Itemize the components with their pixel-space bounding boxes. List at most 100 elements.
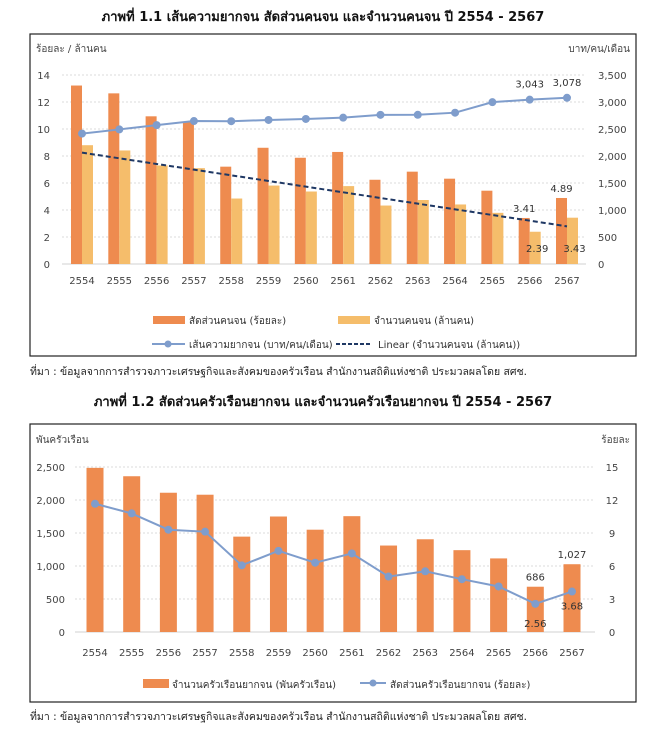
bar-primary	[257, 147, 269, 264]
x-tick-label: 2554	[82, 648, 107, 659]
series-line	[81, 96, 568, 135]
bar-secondary	[343, 186, 355, 264]
chart2-left-axis-label: พันครัวเรือน	[36, 434, 89, 446]
line-point	[91, 499, 99, 508]
bar-primary	[526, 586, 544, 632]
bar-primary	[453, 550, 471, 632]
data-label: 3.41	[513, 204, 535, 215]
legend1-label-poverty: เส้นความยากจน (บาท/คน/เดือน)	[189, 339, 333, 351]
left-tick-label: 6	[44, 179, 50, 190]
x-tick-label: 2560	[293, 276, 318, 287]
bar-primary	[196, 494, 214, 632]
right-tick-label: 15	[606, 463, 619, 474]
left-tick-label: 14	[37, 71, 50, 82]
line-point	[531, 599, 540, 608]
bar-primary	[294, 157, 306, 264]
x-tick-label: 2561	[330, 276, 355, 287]
right-tick-label: 1,500	[598, 179, 627, 190]
bar-primary	[269, 516, 287, 632]
right-tick-label: 2,500	[598, 125, 627, 136]
series-line	[94, 502, 573, 605]
legend1-label-count: จำนวนคนจน (ล้านคน)	[374, 315, 474, 327]
x-tick-label: 2563	[405, 276, 430, 287]
right-tick-label: 6	[609, 562, 615, 573]
line-point	[264, 115, 273, 124]
bar-primary	[108, 93, 120, 264]
bar-primary	[416, 539, 434, 632]
x-tick-label: 2567	[554, 276, 579, 287]
x-tick-label: 2561	[339, 648, 364, 659]
line-point	[457, 575, 466, 584]
chart1-frame	[29, 33, 637, 357]
data-label: 3,043	[515, 80, 544, 91]
left-tick-label: 12	[37, 98, 50, 109]
bar-primary	[380, 545, 398, 632]
right-tick-label: 0	[598, 260, 604, 271]
data-label: 2.39	[526, 244, 548, 255]
data-label: 3.68	[561, 602, 583, 613]
left-tick-label: 8	[44, 152, 50, 163]
line-point	[525, 95, 534, 104]
legend1-marker-poverty	[164, 340, 172, 348]
line-point	[568, 587, 576, 596]
bar-primary	[563, 564, 581, 632]
line-point	[115, 125, 124, 134]
left-tick-label: 4	[44, 206, 50, 217]
chart1-left-axis-label: ร้อยละ / ล้านคน	[36, 43, 107, 55]
line-point	[311, 558, 320, 567]
bar-secondary	[305, 191, 317, 264]
chart1-source: ที่มา : ข้อมูลจากการสำรวจภาวะเศรษฐกิจและ…	[30, 364, 527, 378]
bar-secondary	[231, 198, 243, 264]
bar-primary	[86, 467, 104, 632]
legend1-swatch-ratio	[153, 316, 185, 324]
bar-secondary	[380, 205, 392, 264]
chart1-title: ภาพที่ 1.1 เส้นความยากจน สัดส่วนคนจน และ…	[102, 7, 545, 25]
bar-secondary	[268, 185, 280, 264]
bar-primary	[406, 171, 418, 264]
line-point	[78, 129, 86, 138]
bar-secondary	[492, 212, 504, 264]
x-tick-label: 2566	[517, 276, 542, 287]
right-tick-label: 2,000	[598, 152, 627, 163]
x-tick-label: 2558	[219, 276, 244, 287]
line-point	[488, 98, 497, 107]
line-point	[413, 110, 422, 119]
data-label: 686	[526, 573, 545, 584]
x-tick-label: 2565	[486, 648, 511, 659]
right-tick-label: 500	[598, 233, 617, 244]
trend-line	[81, 151, 568, 228]
line-point	[274, 546, 283, 555]
bar-primary	[233, 536, 251, 632]
data-label: 4.89	[550, 184, 572, 195]
x-tick-label: 2556	[156, 648, 181, 659]
x-tick-label: 2557	[192, 648, 217, 659]
left-tick-label: 0	[59, 628, 65, 639]
data-label: 3.43	[563, 244, 585, 255]
data-label: 2.56	[524, 619, 546, 630]
bar-secondary	[529, 231, 541, 264]
bar-primary	[481, 190, 493, 264]
bar-primary	[332, 151, 344, 264]
legend2-swatch-count	[143, 679, 169, 688]
bar-primary	[182, 121, 194, 264]
x-tick-label: 2558	[229, 648, 254, 659]
bar-primary	[369, 179, 381, 264]
bar-primary	[444, 178, 456, 264]
right-tick-label: 9	[609, 529, 615, 540]
bar-primary	[159, 492, 177, 632]
right-tick-label: 3,000	[598, 98, 627, 109]
line-point	[164, 525, 173, 534]
bar-primary	[518, 217, 530, 264]
legend2-label-ratio: สัดส่วนครัวเรือนยากจน (ร้อยละ)	[390, 679, 530, 691]
left-tick-label: 1,000	[36, 562, 65, 573]
line-point	[384, 572, 393, 581]
x-tick-label: 2562	[368, 276, 393, 287]
data-label: 1,027	[558, 550, 587, 561]
line-point	[421, 567, 430, 576]
x-tick-label: 2566	[523, 648, 548, 659]
x-tick-label: 2565	[480, 276, 505, 287]
bar-secondary	[193, 168, 205, 264]
data-label: 3,078	[553, 78, 582, 89]
left-tick-label: 2,500	[36, 463, 65, 474]
x-tick-label: 2563	[413, 648, 438, 659]
